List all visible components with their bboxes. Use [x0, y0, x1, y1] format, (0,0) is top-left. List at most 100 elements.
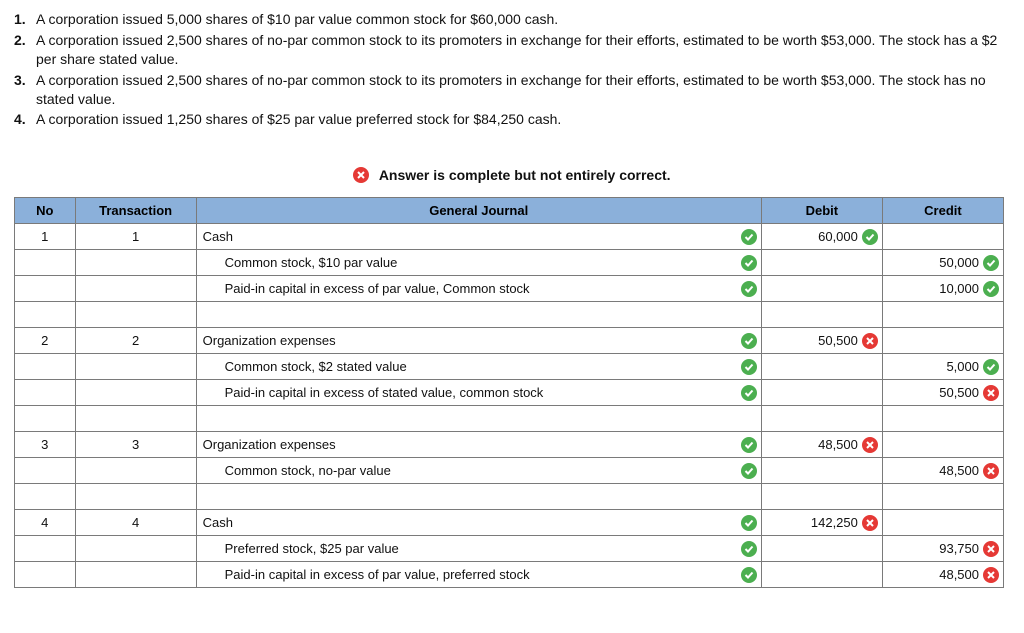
credit-amount: 48,500 — [939, 567, 979, 582]
cell-credit[interactable] — [882, 510, 1003, 536]
cell-debit[interactable]: 142,250 — [761, 510, 882, 536]
banner-text: Answer is complete but not entirely corr… — [379, 167, 671, 183]
cell-credit[interactable] — [882, 328, 1003, 354]
cell-account[interactable] — [196, 302, 761, 328]
table-row: 11Cash60,000 — [15, 224, 1004, 250]
cell-account[interactable]: Common stock, $10 par value — [196, 250, 761, 276]
cell-account[interactable]: Paid-in capital in excess of stated valu… — [196, 380, 761, 406]
cell-transaction[interactable] — [75, 458, 196, 484]
cell-debit[interactable] — [761, 562, 882, 588]
cell-account[interactable] — [196, 406, 761, 432]
table-row: Paid-in capital in excess of stated valu… — [15, 380, 1004, 406]
check-icon — [983, 359, 999, 375]
question-item: 3.A corporation issued 2,500 shares of n… — [14, 71, 1010, 109]
cell-no: 4 — [15, 510, 76, 536]
x-icon — [983, 463, 999, 479]
cell-credit[interactable]: 48,500 — [882, 562, 1003, 588]
cell-transaction[interactable] — [75, 536, 196, 562]
cell-transaction[interactable]: 1 — [75, 224, 196, 250]
header-credit: Credit — [882, 198, 1003, 224]
cell-debit[interactable]: 60,000 — [761, 224, 882, 250]
cell-debit[interactable] — [761, 406, 882, 432]
cell-debit[interactable] — [761, 484, 882, 510]
cell-no — [15, 536, 76, 562]
x-icon — [862, 437, 878, 453]
question-text: A corporation issued 2,500 shares of no-… — [36, 71, 1010, 109]
table-row: Paid-in capital in excess of par value, … — [15, 562, 1004, 588]
cell-debit[interactable]: 48,500 — [761, 432, 882, 458]
question-item: 4.A corporation issued 1,250 shares of $… — [14, 110, 1010, 129]
cell-account[interactable]: Cash — [196, 510, 761, 536]
cell-account[interactable]: Common stock, $2 stated value — [196, 354, 761, 380]
question-number: 1. — [14, 10, 36, 29]
cell-credit[interactable]: 50,500 — [882, 380, 1003, 406]
cell-account[interactable]: Organization expenses — [196, 328, 761, 354]
cell-transaction[interactable] — [75, 562, 196, 588]
account-title: Organization expenses — [203, 437, 336, 452]
header-transaction: Transaction — [75, 198, 196, 224]
cell-debit[interactable]: 50,500 — [761, 328, 882, 354]
check-icon — [741, 385, 757, 401]
x-icon — [353, 167, 369, 183]
cell-debit[interactable] — [761, 276, 882, 302]
cell-account[interactable]: Paid-in capital in excess of par value, … — [196, 276, 761, 302]
cell-transaction[interactable] — [75, 276, 196, 302]
cell-account[interactable]: Cash — [196, 224, 761, 250]
cell-transaction[interactable]: 3 — [75, 432, 196, 458]
cell-credit[interactable]: 10,000 — [882, 276, 1003, 302]
question-number: 3. — [14, 71, 36, 90]
cell-credit[interactable] — [882, 484, 1003, 510]
cell-transaction[interactable] — [75, 380, 196, 406]
header-general-journal: General Journal — [196, 198, 761, 224]
cell-credit[interactable] — [882, 224, 1003, 250]
cell-credit[interactable] — [882, 432, 1003, 458]
cell-credit[interactable]: 50,000 — [882, 250, 1003, 276]
cell-account[interactable]: Organization expenses — [196, 432, 761, 458]
question-number: 2. — [14, 31, 36, 50]
x-icon — [983, 385, 999, 401]
cell-account[interactable]: Preferred stock, $25 par value — [196, 536, 761, 562]
cell-transaction[interactable] — [75, 302, 196, 328]
check-icon — [741, 437, 757, 453]
check-icon — [741, 281, 757, 297]
cell-debit[interactable] — [761, 354, 882, 380]
account-title: Cash — [203, 515, 233, 530]
credit-amount: 10,000 — [939, 281, 979, 296]
cell-debit[interactable] — [761, 302, 882, 328]
x-icon — [983, 541, 999, 557]
account-title: Common stock, no-par value — [203, 463, 391, 478]
cell-transaction[interactable] — [75, 250, 196, 276]
cell-debit[interactable] — [761, 380, 882, 406]
cell-credit[interactable] — [882, 302, 1003, 328]
x-icon — [862, 515, 878, 531]
cell-no — [15, 354, 76, 380]
check-icon — [741, 229, 757, 245]
check-icon — [741, 541, 757, 557]
cell-no — [15, 302, 76, 328]
cell-transaction[interactable]: 4 — [75, 510, 196, 536]
cell-debit[interactable] — [761, 458, 882, 484]
cell-debit[interactable] — [761, 250, 882, 276]
cell-credit[interactable]: 48,500 — [882, 458, 1003, 484]
cell-account[interactable]: Common stock, no-par value — [196, 458, 761, 484]
cell-transaction[interactable] — [75, 484, 196, 510]
cell-credit[interactable]: 5,000 — [882, 354, 1003, 380]
cell-credit[interactable] — [882, 406, 1003, 432]
cell-debit[interactable] — [761, 536, 882, 562]
cell-no: 3 — [15, 432, 76, 458]
check-icon — [741, 333, 757, 349]
table-row: Paid-in capital in excess of par value, … — [15, 276, 1004, 302]
table-row: Common stock, $10 par value 50,000 — [15, 250, 1004, 276]
check-icon — [741, 463, 757, 479]
table-row: 44 Cash 142,250 — [15, 510, 1004, 536]
table-row: 33 Organization expenses 48,500 — [15, 432, 1004, 458]
debit-amount: 142,250 — [811, 515, 858, 530]
cell-transaction[interactable] — [75, 406, 196, 432]
cell-account[interactable]: Paid-in capital in excess of par value, … — [196, 562, 761, 588]
cell-transaction[interactable]: 2 — [75, 328, 196, 354]
header-debit: Debit — [761, 198, 882, 224]
cell-credit[interactable]: 93,750 — [882, 536, 1003, 562]
cell-account[interactable] — [196, 484, 761, 510]
credit-amount: 50,000 — [939, 255, 979, 270]
cell-transaction[interactable] — [75, 354, 196, 380]
